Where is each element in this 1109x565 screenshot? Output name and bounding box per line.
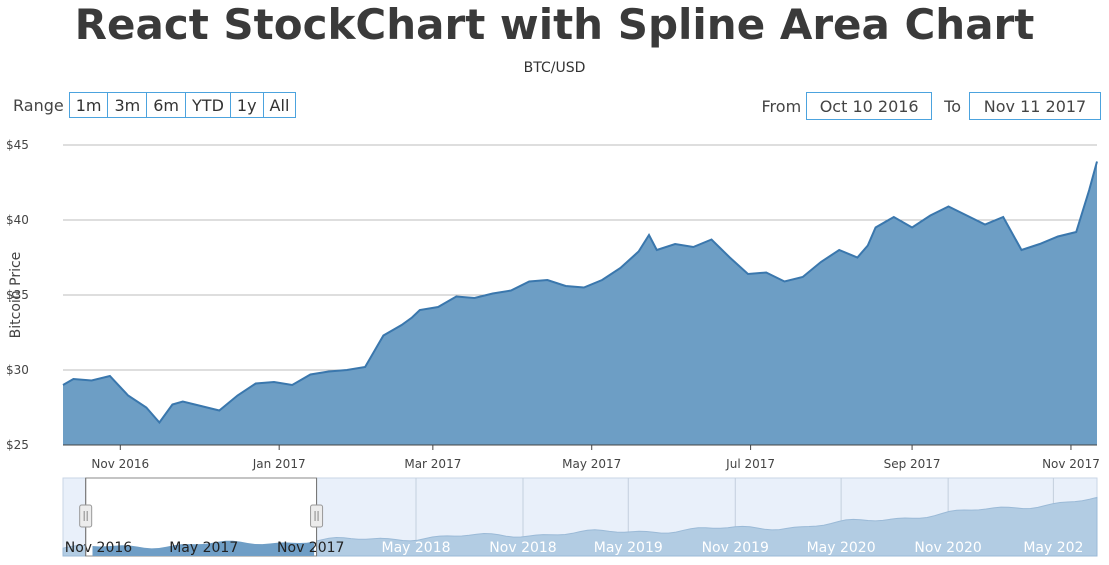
handle-grip[interactable] — [79, 504, 93, 528]
chart-subtitle: BTC/USD — [523, 60, 586, 76]
x-axis: Nov 2016 Jan 2017 Mar 2017 May 2017 Jul 2017… — [91, 445, 1100, 471]
x-tick-label: Nov 2016 — [91, 457, 149, 471]
x-tick-label: Jul 2017 — [725, 457, 775, 471]
from-label: From — [761, 96, 802, 116]
navigator-tick-label: Nov 2017 — [277, 540, 344, 556]
navigator-left-handle[interactable] — [79, 478, 93, 556]
y-tick-label: $30 — [6, 363, 29, 377]
navigator-tick-label: May 2020 — [807, 540, 876, 556]
y-axis-title: Bitcoin Price — [8, 252, 24, 339]
price-area — [63, 161, 1097, 445]
navigator-tick-label: Nov 2018 — [489, 540, 556, 556]
navigator-tick-label: Nov 2016 — [65, 540, 132, 556]
navigator-tick-label: May 2018 — [381, 540, 450, 556]
from-date-input[interactable] — [806, 92, 933, 120]
navigator-tick-label: May 2017 — [169, 540, 238, 556]
range-button-ytd[interactable]: YTD — [185, 92, 231, 118]
navigator-tick-label: Nov 2020 — [914, 540, 981, 556]
x-tick-label: Nov 2017 — [1042, 457, 1100, 471]
y-tick-label: $45 — [6, 138, 29, 152]
chart-title: React StockChart with Spline Area Chart — [74, 0, 1035, 49]
x-tick-label: Mar 2017 — [404, 457, 461, 471]
range-button-3m[interactable]: 3m — [107, 92, 148, 118]
range-button-all[interactable]: All — [262, 92, 297, 118]
x-tick-label: Jan 2017 — [252, 457, 306, 471]
y-tick-label: $35 — [6, 288, 29, 302]
navigator-tick-label: Nov 2019 — [702, 540, 769, 556]
range-label: Range — [13, 95, 64, 115]
to-label: To — [944, 96, 961, 116]
navigator-area-selected — [92, 540, 315, 556]
range-button-1m[interactable]: 1m — [68, 92, 109, 118]
navigator-axis: Nov 2016 May 2017 Nov 2017 May 2018 Nov 2018… — [65, 540, 1084, 556]
x-tick-label: Sep 2017 — [884, 457, 941, 471]
x-tick-label: May 2017 — [562, 457, 621, 471]
range-button-1y[interactable]: 1y — [229, 92, 264, 118]
range-selector: Range 1m 3m 6m YTD 1y All — [13, 92, 297, 118]
y-tick-label: $40 — [6, 213, 29, 227]
price-line — [62, 161, 1098, 425]
navigator-tick-label: May 2019 — [594, 540, 663, 556]
navigator[interactable]: Nov 2016 May 2017 Nov 2017 May 2018 Nov 2018… — [62, 477, 1098, 557]
handle-grip[interactable] — [310, 504, 324, 528]
date-range-inputs: From To — [762, 92, 1101, 120]
navigator-tick-label: May 202 — [1023, 540, 1083, 556]
to-date-input[interactable] — [969, 92, 1101, 120]
y-tick-label: $25 — [6, 438, 29, 452]
y-axis: $25 $30 $35 $40 $45 — [6, 138, 29, 452]
navigator-right-handle[interactable] — [310, 478, 324, 556]
